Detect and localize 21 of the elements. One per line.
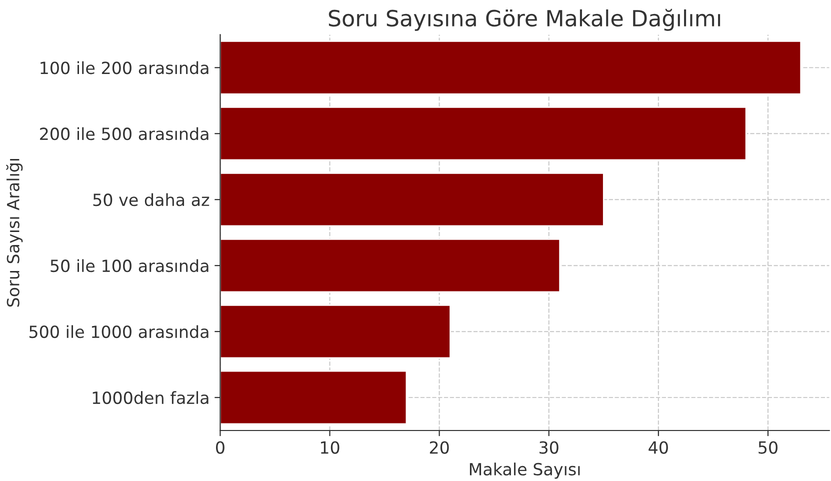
x-tick-label: 50 [758,441,778,454]
y-tick-label: 100 ile 200 arasında [40,61,208,74]
x-tick-label: 30 [540,441,558,454]
y-axis-title: Soru Sayısı Aralığı [6,158,23,307]
bar [220,370,408,425]
bar [220,172,604,227]
y-tick-label: 200 ile 500 arasında [40,127,208,140]
x-tick-label: 40 [648,441,668,454]
y-tick-label: 50 ile 100 arasında [50,259,208,272]
y-tick-label: 1000den fazla [92,391,208,404]
bar [220,106,747,161]
y-tick-label: 50 ve daha az [93,193,210,206]
y-tick-label: 500 ile 1000 arasında [30,325,208,338]
bar [220,304,451,359]
x-tick-label: 0 [216,441,224,454]
bar [220,40,802,95]
x-tick-label: 20 [430,441,449,454]
x-tick-label: 10 [320,441,340,454]
chart-title: Soru Sayısına Göre Makale Dağılımı [328,8,720,31]
x-axis-title: Makale Sayısı [470,462,580,479]
bar [220,238,561,293]
